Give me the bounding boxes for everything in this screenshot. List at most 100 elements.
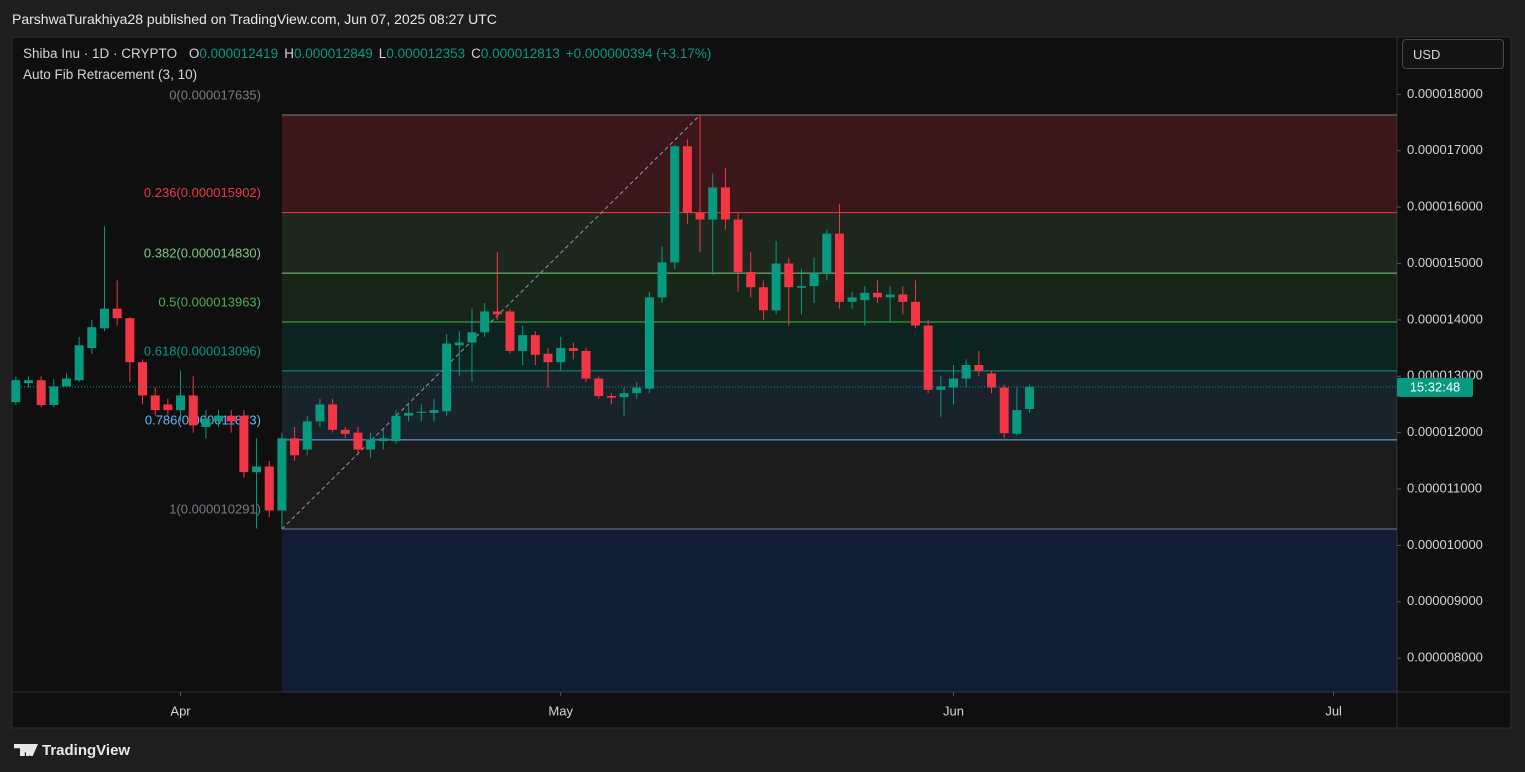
candle-body	[125, 318, 135, 363]
candle-body	[112, 308, 122, 319]
currency-button[interactable]: USD	[1402, 39, 1504, 69]
candle-body	[619, 393, 629, 398]
candle-body	[948, 378, 958, 388]
fib-zone	[281, 439, 1397, 530]
candle-body	[328, 404, 338, 430]
candle-body	[733, 219, 743, 272]
candle-body	[720, 187, 730, 220]
candle-body	[366, 439, 376, 450]
candle-body	[176, 395, 186, 411]
countdown: 15:32:48	[1410, 379, 1461, 394]
candle-body	[252, 466, 262, 473]
y-tick-label: 0.000016000	[1407, 199, 1483, 214]
candle-body	[61, 378, 71, 387]
fib-label: 1(0.000010291)	[169, 501, 261, 516]
candle-body	[910, 301, 920, 326]
candle-body	[138, 362, 148, 396]
candle-body	[543, 353, 553, 363]
candle-body	[581, 350, 591, 379]
x-tick-label: Jul	[1325, 703, 1342, 718]
candle-body	[847, 297, 857, 302]
price-change: +0.000000394 (+3.17%)	[565, 46, 712, 61]
candle-body	[87, 327, 97, 349]
candle-body	[746, 271, 756, 288]
ohlc-key: C	[471, 46, 481, 61]
ohlc-value: 0.000012353	[386, 46, 466, 61]
candle-body	[340, 429, 350, 434]
candle-body	[568, 348, 578, 351]
logo-mark	[14, 744, 38, 756]
y-tick-label: 0.000010000	[1407, 537, 1483, 552]
candle-body	[23, 380, 33, 384]
fib-label: 0.382(0.000014830)	[144, 246, 261, 261]
candle-body	[682, 146, 692, 213]
fib-label: 0.5(0.000013963)	[158, 294, 261, 309]
candle-body	[505, 311, 515, 351]
candle-body	[100, 308, 110, 329]
candle-body	[36, 380, 46, 406]
symbol: Shiba Inu · 1D · CRYPTO	[23, 46, 178, 61]
y-tick-label: 0.000009000	[1407, 593, 1483, 608]
fib-zone	[281, 114, 1397, 213]
candle-body	[632, 387, 642, 394]
candle-body	[657, 262, 667, 298]
candle-body	[74, 345, 84, 381]
fib-label: 0.618(0.000013096)	[144, 343, 261, 358]
candle-body	[961, 365, 971, 379]
candle-body	[518, 335, 528, 351]
y-tick-label: 0.000012000	[1407, 424, 1483, 439]
candle-body	[974, 365, 984, 371]
ohlc-legend: Shiba Inu · 1D · CRYPTO O0.000012419 H0.0…	[23, 46, 717, 61]
y-tick-label: 0.000008000	[1407, 650, 1483, 665]
candle-body	[644, 297, 654, 389]
candle-body	[404, 412, 414, 416]
brand-logo: TradingView	[14, 742, 130, 759]
countdown-box	[1397, 377, 1473, 397]
candle-body	[695, 212, 705, 220]
fib-zone	[281, 321, 1397, 371]
candle-body	[188, 395, 198, 426]
candle-body	[556, 348, 566, 363]
candle-body	[226, 415, 236, 422]
candle-body	[530, 335, 540, 355]
ohlc-key: L	[378, 46, 387, 61]
candle-body	[923, 325, 933, 390]
ohlc-value: 0.000012849	[293, 46, 373, 61]
candle-body	[290, 438, 300, 456]
candle-body	[999, 387, 1009, 434]
y-tick-label: 0.000011000	[1407, 480, 1482, 495]
candle-body	[898, 294, 908, 302]
candle-body	[264, 466, 274, 511]
candle-body	[936, 386, 946, 390]
candle-body	[809, 273, 819, 287]
fib-label: 0(0.000017635)	[169, 87, 261, 102]
candle-body	[239, 415, 249, 473]
candle-body	[758, 287, 768, 311]
candle-body	[391, 415, 401, 442]
candle-body	[670, 146, 680, 263]
candle-body	[492, 311, 502, 315]
candle-body	[49, 386, 59, 406]
candle-body	[467, 332, 477, 343]
candle-body	[784, 263, 794, 288]
candle-body	[606, 396, 616, 398]
candle-body	[416, 411, 426, 413]
x-tick-label: May	[548, 703, 573, 718]
candle-body	[150, 395, 160, 411]
candle-body	[822, 233, 832, 274]
candle-body	[315, 404, 325, 422]
ohlc-value: 0.000012419	[199, 46, 279, 61]
chart-panel	[11, 36, 1512, 729]
fib-label: 0.236(0.000015902)	[144, 185, 261, 200]
candle-body	[708, 187, 718, 220]
candle-body	[454, 342, 464, 346]
candle-body	[480, 311, 490, 333]
x-tick-label: Jun	[943, 703, 964, 718]
fib-zone	[281, 370, 1397, 440]
candle-body	[201, 418, 211, 428]
candle-body	[860, 292, 870, 301]
candle-body	[353, 432, 363, 450]
y-tick-label: 0.000014000	[1407, 311, 1483, 326]
candle-body	[834, 233, 844, 302]
